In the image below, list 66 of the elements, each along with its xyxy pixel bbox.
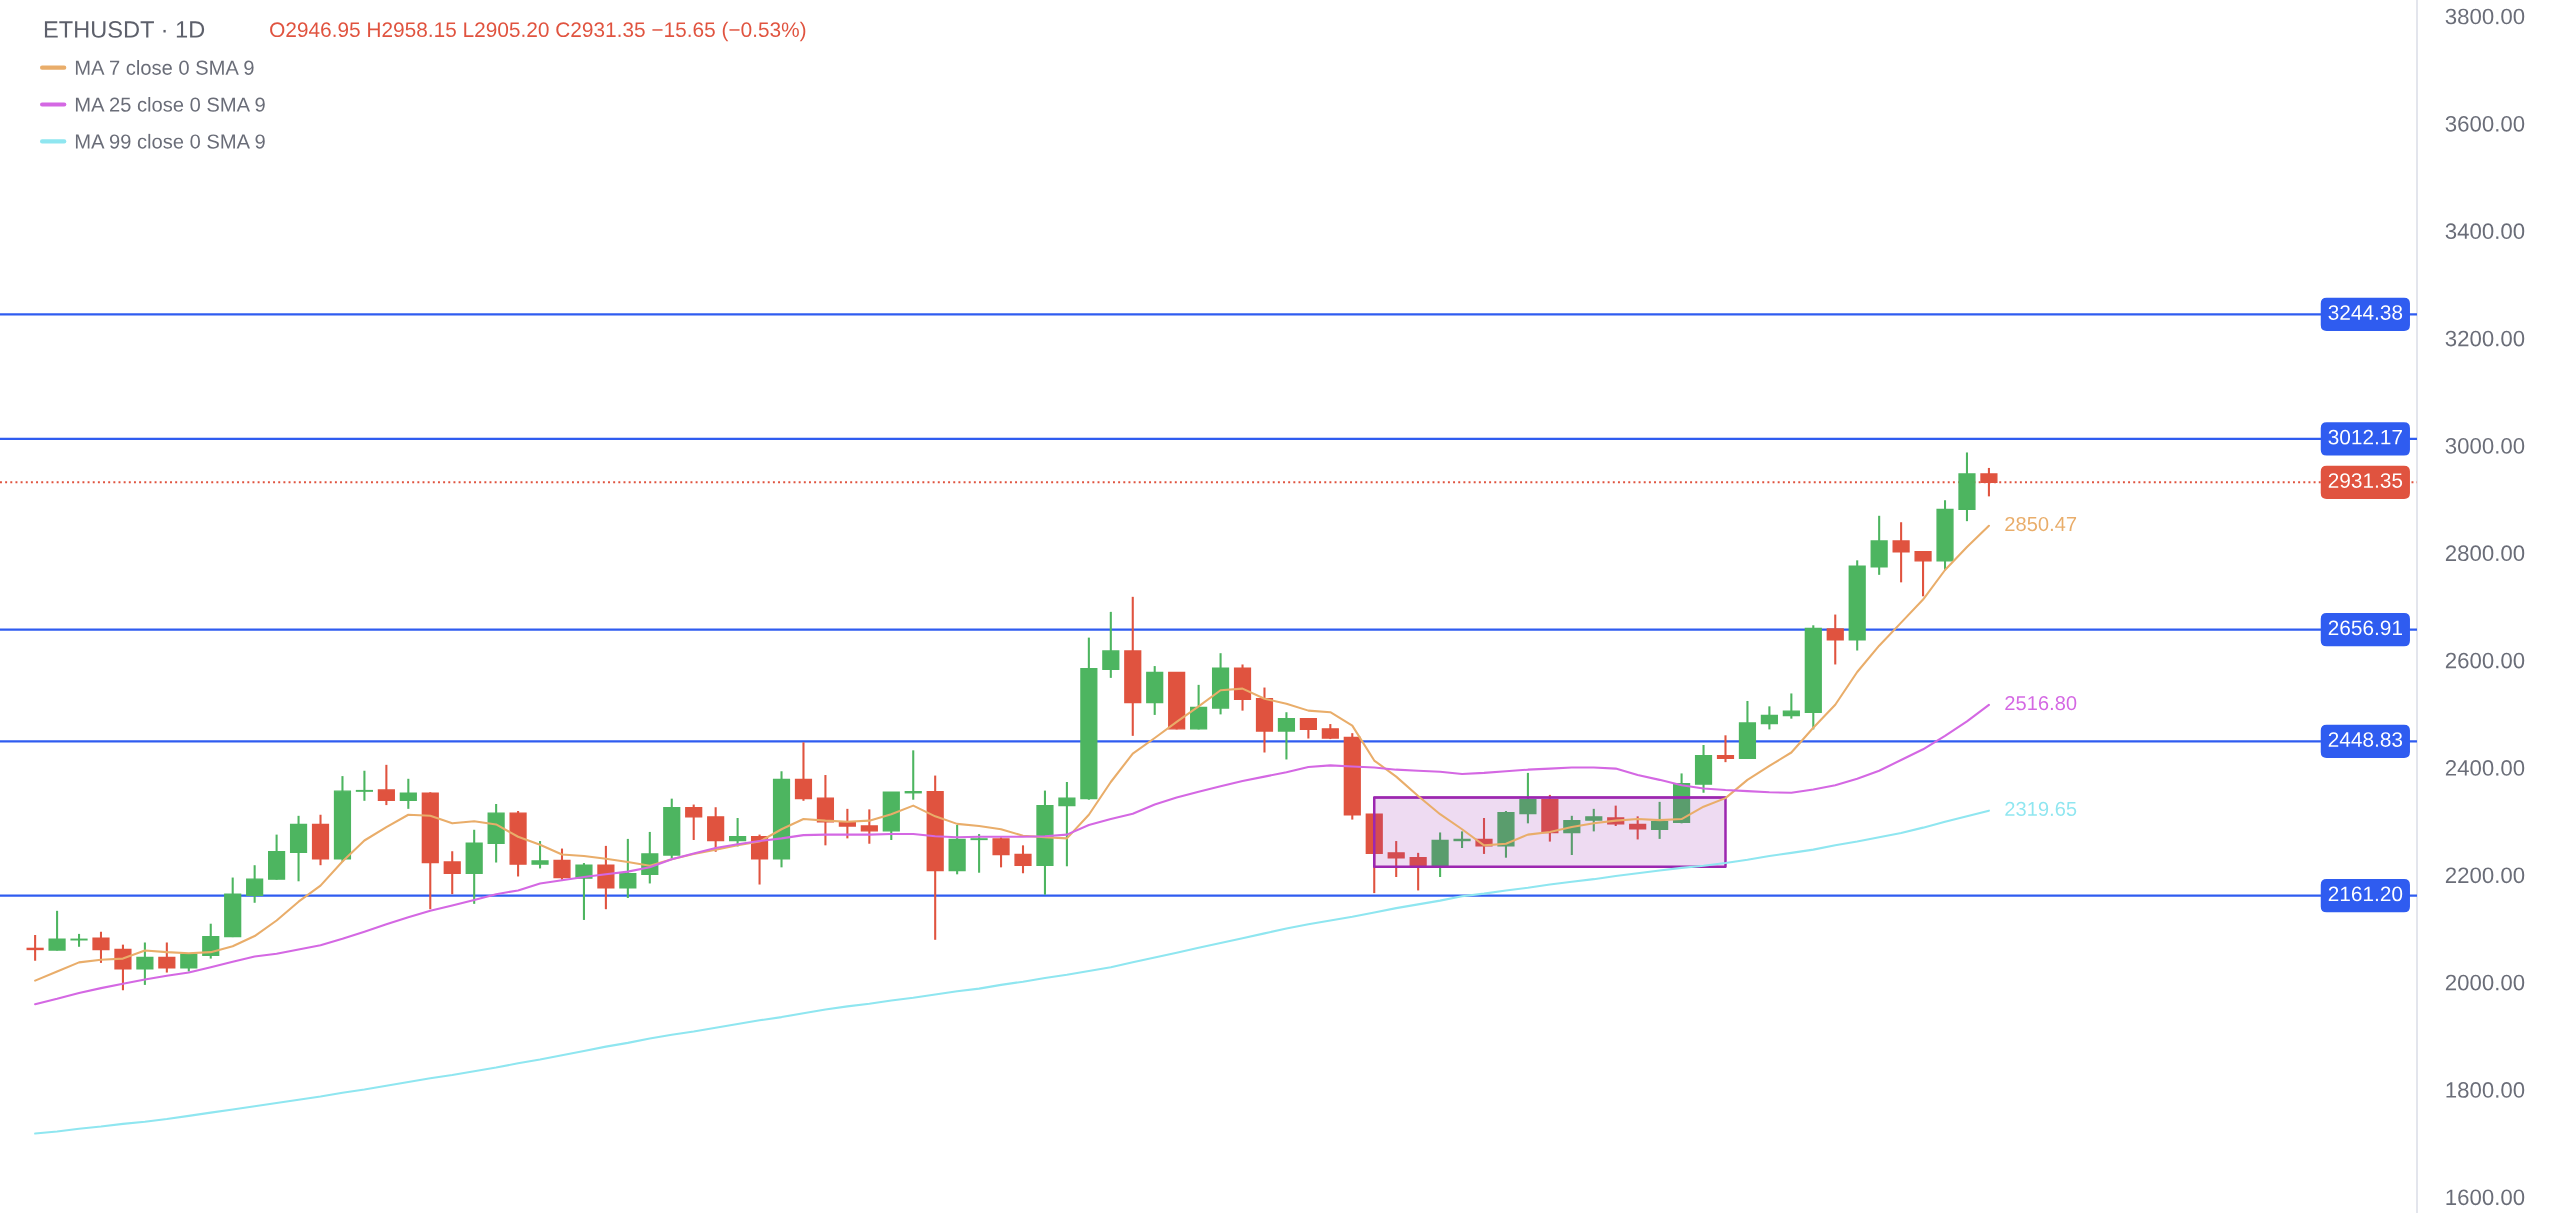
candlestick <box>1387 840 1405 879</box>
candlestick <box>1102 610 1120 679</box>
candlestick <box>1914 550 1932 598</box>
candlestick <box>1519 771 1537 825</box>
ref-line-label: 2931.35 <box>2328 473 2403 488</box>
line-series <box>34 524 1990 982</box>
candlestick <box>1585 807 1603 833</box>
candlestick <box>685 803 703 842</box>
y-tick-label: 1600.00 <box>2446 1189 2525 1206</box>
ref-line-label: 3244.38 <box>2328 305 2403 320</box>
candlestick <box>158 941 176 974</box>
ref-line-label: 3012.17 <box>2328 429 2402 445</box>
candlestick <box>970 833 988 874</box>
candlestick <box>1299 717 1317 740</box>
candlestick <box>816 773 835 847</box>
data-label: 2319.65 <box>2005 801 2077 817</box>
y-tick-label: 3600.00 <box>2445 115 2525 132</box>
candlestick <box>1716 734 1735 764</box>
candlestick <box>92 930 110 964</box>
y-tick-label: 3200.00 <box>2445 330 2525 347</box>
candlestick <box>377 763 395 807</box>
candlestick <box>1409 851 1427 892</box>
text: ETHUSDT · 1D <box>44 21 205 38</box>
candlestick <box>1058 780 1076 868</box>
candlestick <box>794 741 813 802</box>
y-tick-label: 3000.00 <box>2445 438 2525 454</box>
candlestick <box>48 909 66 952</box>
y-tick-label: 2800.00 <box>2445 545 2525 562</box>
candlestick <box>992 836 1010 869</box>
candlestick <box>1014 844 1032 875</box>
text: O2946.95 H2958.15 L2905.20 C2931.35 −15.65 (−0.53%) <box>270 21 806 42</box>
candlestick <box>136 941 154 986</box>
candlestick <box>707 806 725 853</box>
y-tick-label: 1800.00 <box>2446 1082 2525 1098</box>
candlestick <box>553 847 571 881</box>
candlestick <box>1782 692 1800 720</box>
line-series <box>34 809 1990 1135</box>
candlestick <box>114 943 132 992</box>
candlestick <box>399 777 417 810</box>
candlestick <box>1826 613 1844 666</box>
ref-line-label: 2161.20 <box>2328 886 2403 902</box>
legend-label: MA 25 close 0 SMA 9 <box>75 96 265 112</box>
data-label: 2850.47 <box>2005 516 2077 532</box>
line-series <box>34 703 1990 1006</box>
y-tick-label: 3800.00 <box>2445 8 2525 25</box>
candlestick <box>1190 683 1208 731</box>
y-tick-label: 2600.00 <box>2445 652 2525 669</box>
ref-line-label: 2448.83 <box>2328 732 2403 747</box>
legend-label: MA 7 close 0 SMA 9 <box>75 60 254 75</box>
ref-line-label: 2656.91 <box>2328 620 2402 636</box>
candlestick <box>619 837 637 899</box>
candlestick <box>1277 711 1296 761</box>
candlestick <box>246 864 264 904</box>
data-label: 2516.80 <box>2005 695 2077 711</box>
candlestick <box>443 850 461 896</box>
candlestick <box>1760 705 1778 731</box>
y-tick-label: 2000.00 <box>2445 974 2525 991</box>
y-tick-label: 2200.00 <box>2445 867 2525 884</box>
candlestick <box>1892 521 1910 584</box>
legend-label: MA 99 close 0 SMA 9 <box>75 133 265 149</box>
candlestick <box>1651 800 1669 840</box>
candlestick <box>531 840 549 870</box>
y-tick-label: 3400.00 <box>2445 223 2525 240</box>
candlestick <box>860 808 878 845</box>
candlestick <box>355 769 374 802</box>
y-tick-label: 2400.00 <box>2445 760 2525 776</box>
